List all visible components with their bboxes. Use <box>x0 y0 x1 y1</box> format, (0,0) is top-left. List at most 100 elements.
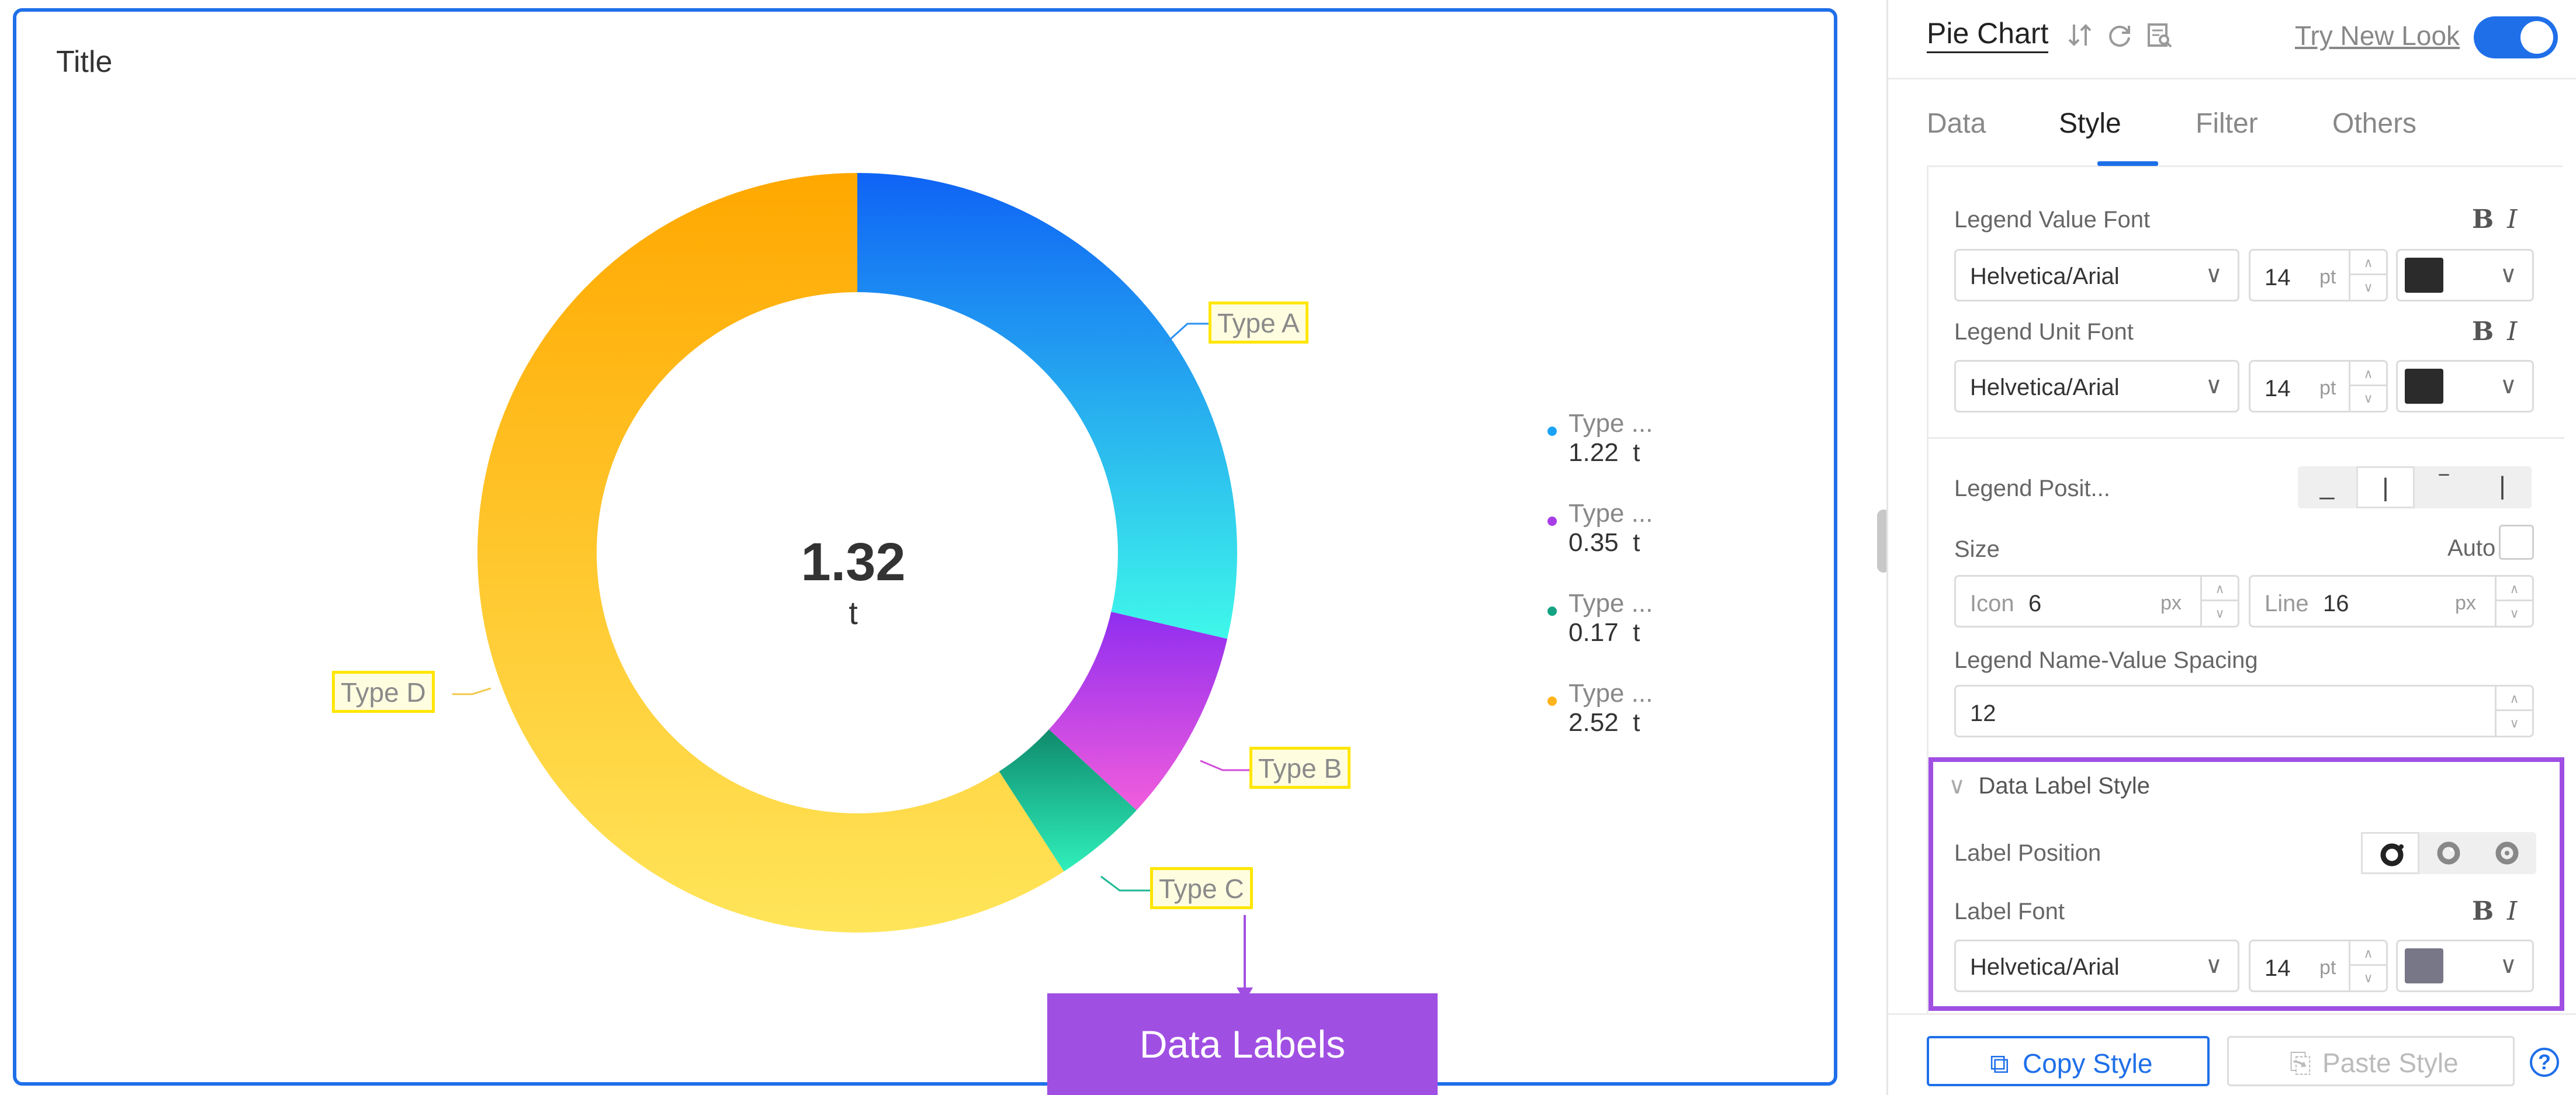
panel-divider <box>1886 0 1888 1095</box>
tab-style[interactable]: Style <box>2059 108 2121 139</box>
legend-value-font-size-stepper[interactable]: 14 pt ∧ ∨ <box>2249 249 2388 302</box>
chevron-down-icon: ∨ <box>2205 373 2222 399</box>
legend-value: 1.22 t <box>1569 438 1640 467</box>
config-panel: Pie Chart Try New Look Data Style Filter… <box>1888 0 2576 1095</box>
icon-size-input[interactable]: Icon 6 px ∧ ∨ <box>1954 575 2239 628</box>
toggle-knob <box>2520 21 2553 54</box>
label-position-outside[interactable] <box>2361 832 2419 874</box>
new-look-toggle[interactable] <box>2474 16 2558 58</box>
legend-value-font-label: Legend Value Font <box>1954 207 2151 233</box>
center-total-unit: t <box>849 594 858 631</box>
legend-value: 0.17 t <box>1569 618 1640 647</box>
data-label-type-c[interactable]: Type C <box>1150 867 1253 909</box>
chevron-down-icon: ∨ <box>2499 262 2517 287</box>
italic-button[interactable]: I <box>2507 205 2518 234</box>
color-swatch <box>2405 369 2443 404</box>
label-position-inside[interactable] <box>2419 832 2478 874</box>
chart-panel[interactable]: Title 1 <box>13 8 1837 1086</box>
legend-position-bottom[interactable]: _ <box>2319 472 2335 500</box>
label-position-label: Label Position <box>1954 840 2101 866</box>
copy-icon: ⧉ <box>1990 1048 2009 1079</box>
auto-label: Auto <box>2447 535 2496 561</box>
chevron-down-icon: ∨ <box>2499 952 2517 978</box>
increment-icon[interactable]: ∧ <box>2497 577 2532 601</box>
donut-inside-icon <box>2437 841 2460 865</box>
bold-button[interactable]: B <box>2472 205 2494 234</box>
legend-unit-font-size-stepper[interactable]: 14 pt ∧ ∨ <box>2249 360 2388 413</box>
label-font-color-picker[interactable]: ∨ <box>2396 940 2534 992</box>
data-label-type-d[interactable]: Type D <box>332 671 435 713</box>
increment-icon[interactable]: ∧ <box>2350 941 2386 966</box>
data-label-style-header[interactable]: ∨ Data Label Style <box>1948 773 2151 799</box>
data-label-type-a[interactable]: Type A <box>1209 302 1308 344</box>
data-label-type-b[interactable]: Type B <box>1249 747 1351 789</box>
increment-icon[interactable]: ∧ <box>2350 251 2386 275</box>
pie-slice-type-c[interactable] <box>999 729 1137 872</box>
try-new-look-link[interactable]: Try New Look <box>2295 20 2460 51</box>
decrement-icon[interactable]: ∨ <box>2363 280 2373 294</box>
italic-button[interactable]: I <box>2507 317 2518 346</box>
data-label-style-section: ∨ Data Label Style Label Position <box>1928 757 2564 1011</box>
legend-value-color-picker[interactable]: ∨ <box>2396 249 2534 302</box>
help-icon[interactable]: ? <box>2530 1048 2559 1077</box>
legend-position-right[interactable]: | <box>2356 466 2415 508</box>
italic-button[interactable]: I <box>2507 896 2518 926</box>
chevron-down-icon: ∨ <box>2205 952 2222 978</box>
sort-icon[interactable] <box>2066 21 2094 49</box>
legend-position-top[interactable]: ‾ <box>2439 472 2449 500</box>
decrement-icon[interactable]: ∨ <box>2509 606 2519 621</box>
legend-value: 2.52 t <box>1569 708 1640 737</box>
legend-unit-font-family-select[interactable]: Helvetica/Arial ∨ <box>1954 360 2239 413</box>
pie-slice-type-b[interactable] <box>1048 612 1228 810</box>
increment-icon[interactable]: ∧ <box>2497 687 2532 711</box>
pie-slice-type-d[interactable] <box>477 173 1064 933</box>
legend-unit-font-label: Legend Unit Font <box>1954 319 2134 345</box>
bold-button[interactable]: B <box>2472 896 2494 926</box>
pie-slice-type-a[interactable] <box>857 173 1237 639</box>
spacing-label: Legend Name-Value Spacing <box>1954 647 2258 673</box>
label-position-center[interactable] <box>2478 832 2536 874</box>
paste-style-button[interactable]: ⎘ Paste Style <box>2227 1036 2515 1086</box>
color-swatch <box>2405 258 2443 293</box>
increment-icon[interactable]: ∧ <box>2202 577 2238 601</box>
decrement-icon[interactable]: ∨ <box>2363 971 2373 985</box>
chart-title: Title <box>56 45 113 79</box>
chevron-down-icon: ∨ <box>2499 373 2517 399</box>
decrement-icon[interactable]: ∨ <box>2215 606 2225 621</box>
leader-line-c <box>1100 875 1150 892</box>
tab-data[interactable]: Data <box>1927 108 1986 139</box>
data-labels-callout: Data Labels <box>1047 993 1438 1095</box>
clipboard-icon: ⎘ <box>2290 1048 2311 1078</box>
panel-header: Pie Chart Try New Look <box>1888 0 2576 79</box>
legend-name: Type ... <box>1569 589 1653 618</box>
legend-position-left[interactable]: | <box>2499 472 2506 500</box>
tab-others[interactable]: Others <box>2332 108 2417 139</box>
line-size-input[interactable]: Line 16 px ∧ ∨ <box>2249 575 2534 628</box>
increment-icon[interactable]: ∧ <box>2350 362 2386 386</box>
tab-filter[interactable]: Filter <box>2196 108 2258 139</box>
auto-size-checkbox[interactable] <box>2499 525 2534 560</box>
decrement-icon[interactable]: ∨ <box>2509 716 2519 730</box>
copy-style-button[interactable]: ⧉ Copy Style <box>1927 1036 2210 1086</box>
preview-icon[interactable] <box>2145 21 2173 49</box>
spacing-input[interactable]: 12 ∧ ∨ <box>1954 685 2534 737</box>
chart-type-selector[interactable]: Pie Chart <box>1927 16 2049 53</box>
chevron-down-icon: ∨ <box>1948 773 1966 799</box>
leader-line-b <box>1200 760 1249 771</box>
label-position-group <box>2361 832 2536 874</box>
decrement-icon[interactable]: ∨ <box>2363 391 2373 406</box>
panel-tabs: Data Style Filter Others <box>1927 79 2563 167</box>
bold-button[interactable]: B <box>2472 317 2494 346</box>
legend-dot <box>1547 696 1557 706</box>
leader-line-a <box>1163 323 1209 346</box>
style-settings: Legend Value Font B I Helvetica/Arial ∨ … <box>1927 167 2564 1013</box>
donut-chart <box>452 173 1253 1002</box>
center-total-value: 1.32 <box>801 532 906 592</box>
label-font-family-select[interactable]: Helvetica/Arial ∨ <box>1954 940 2239 992</box>
refresh-icon[interactable] <box>2106 21 2134 49</box>
legend-unit-color-picker[interactable]: ∨ <box>2396 360 2534 413</box>
legend-value-font-family-select[interactable]: Helvetica/Arial ∨ <box>1954 249 2239 302</box>
label-font-size-stepper[interactable]: 14 pt ∧ ∨ <box>2249 940 2388 992</box>
donut-outside-icon <box>2380 843 2404 867</box>
color-swatch <box>2405 948 2443 983</box>
